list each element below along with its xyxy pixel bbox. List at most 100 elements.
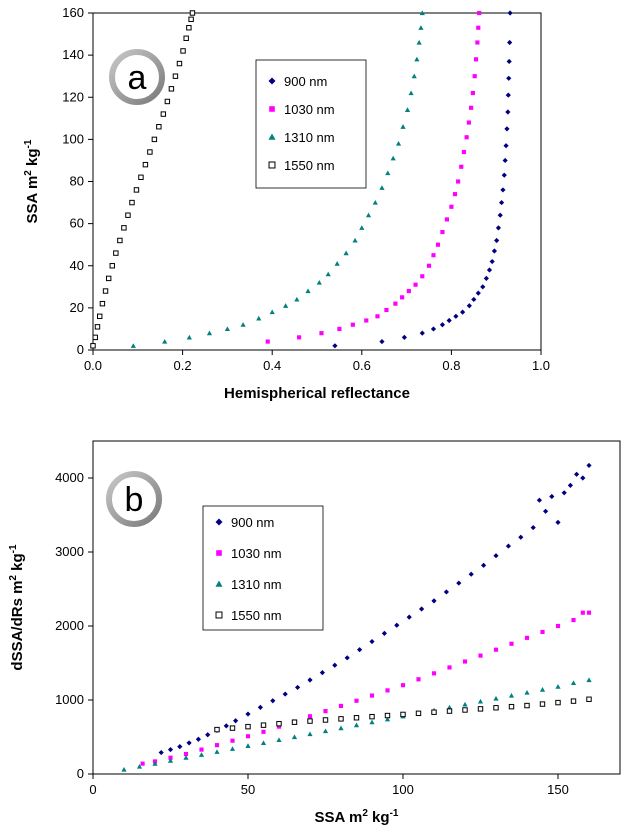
data-point bbox=[481, 562, 487, 568]
data-point bbox=[379, 338, 385, 345]
data-point bbox=[493, 705, 499, 711]
x-tick-label: 0.0 bbox=[84, 358, 102, 373]
series-1550-nm bbox=[214, 696, 592, 733]
data-point bbox=[404, 107, 411, 112]
data-point bbox=[431, 709, 437, 715]
data-point bbox=[539, 687, 546, 692]
data-point bbox=[493, 647, 499, 652]
y-axis-label: dSSA/dRs m2 kg-1 bbox=[8, 544, 26, 671]
chart-panel-a: 0.0 0.2 0.4 0.6 0.8 1.0 0 20 40 60 80 100 120 140 160 H… bbox=[23, 5, 550, 402]
data-point bbox=[567, 482, 573, 488]
data-point bbox=[198, 752, 205, 757]
data-point bbox=[343, 250, 349, 256]
data-point bbox=[462, 659, 468, 664]
legend-marker bbox=[215, 611, 223, 619]
data-point bbox=[444, 217, 449, 222]
data-point bbox=[260, 740, 267, 745]
data-point bbox=[186, 740, 192, 746]
data-point bbox=[430, 326, 437, 332]
data-point bbox=[223, 723, 229, 729]
legend-box bbox=[202, 505, 324, 631]
x-tick-label: 1.0 bbox=[532, 358, 550, 373]
data-point bbox=[439, 322, 446, 328]
x-tick-label: 0 bbox=[89, 782, 96, 797]
data-point bbox=[408, 90, 414, 96]
data-point bbox=[140, 761, 145, 766]
data-point bbox=[365, 212, 372, 218]
data-point bbox=[136, 764, 143, 769]
panel-badge-label: a bbox=[128, 59, 147, 97]
data-point bbox=[431, 671, 437, 676]
data-point bbox=[297, 335, 302, 340]
y-axis-label: SSA m2 kg-1 bbox=[23, 139, 41, 223]
data-point bbox=[337, 326, 342, 332]
data-point bbox=[459, 164, 464, 169]
data-point bbox=[291, 734, 298, 740]
data-point bbox=[506, 58, 512, 65]
data-point bbox=[359, 225, 365, 230]
data-point bbox=[536, 497, 542, 503]
data-point bbox=[498, 199, 505, 206]
data-point bbox=[471, 296, 477, 303]
data-point bbox=[406, 614, 412, 620]
data-point bbox=[307, 714, 313, 719]
data-point bbox=[199, 747, 204, 752]
data-point bbox=[183, 751, 189, 757]
y-tick-label: 3000 bbox=[55, 544, 84, 559]
data-point bbox=[319, 670, 325, 676]
data-point bbox=[406, 288, 411, 294]
data-point bbox=[162, 338, 168, 344]
data-point bbox=[99, 300, 106, 307]
y-tick-label: 120 bbox=[62, 89, 84, 104]
panel-badge: b bbox=[106, 471, 162, 527]
data-point bbox=[325, 271, 331, 277]
data-point bbox=[400, 124, 406, 129]
data-point bbox=[477, 706, 484, 712]
data-point bbox=[414, 56, 420, 62]
data-point bbox=[509, 641, 514, 646]
data-point bbox=[470, 90, 475, 96]
data-point bbox=[504, 126, 510, 132]
data-point bbox=[491, 248, 498, 254]
x-axis-label-text: SSA m bbox=[315, 809, 363, 826]
legend-entry: 1310 nm bbox=[231, 577, 282, 592]
data-point bbox=[503, 143, 509, 149]
data-point bbox=[586, 462, 592, 469]
data-point bbox=[574, 471, 580, 477]
data-point bbox=[494, 237, 500, 244]
legend: 900 nm 1030 nm 1310 nm 1550 nm bbox=[202, 505, 324, 631]
data-point bbox=[530, 524, 536, 531]
y-axis-label-text: SSA m bbox=[24, 176, 41, 224]
y-axis-label-sup-kg: -1 bbox=[23, 139, 34, 148]
data-point bbox=[477, 10, 482, 16]
data-point bbox=[224, 326, 230, 332]
data-point bbox=[466, 303, 472, 309]
x-axis-label: SSA m2 kg-1 bbox=[315, 808, 399, 826]
y-tick-label: 20 bbox=[70, 300, 84, 315]
data-point bbox=[256, 315, 262, 321]
x-tick-label: 0.4 bbox=[263, 358, 281, 373]
data-point bbox=[283, 303, 289, 308]
data-point bbox=[276, 720, 282, 727]
data-point bbox=[580, 610, 585, 615]
data-point bbox=[160, 111, 167, 117]
data-point bbox=[477, 698, 484, 704]
data-point bbox=[411, 73, 417, 79]
data-point bbox=[456, 580, 462, 586]
data-point bbox=[586, 610, 592, 615]
data-point bbox=[240, 322, 246, 327]
data-point bbox=[322, 728, 329, 734]
data-point bbox=[121, 766, 127, 772]
data-point bbox=[369, 638, 375, 645]
data-point bbox=[375, 314, 380, 319]
data-point bbox=[276, 724, 282, 729]
y-tick-label: 100 bbox=[62, 131, 84, 146]
data-point bbox=[466, 120, 471, 125]
data-point bbox=[505, 543, 511, 549]
data-point bbox=[206, 330, 213, 336]
data-point bbox=[385, 688, 390, 693]
data-point bbox=[117, 237, 123, 244]
data-point bbox=[338, 716, 344, 722]
data-point bbox=[561, 490, 567, 496]
